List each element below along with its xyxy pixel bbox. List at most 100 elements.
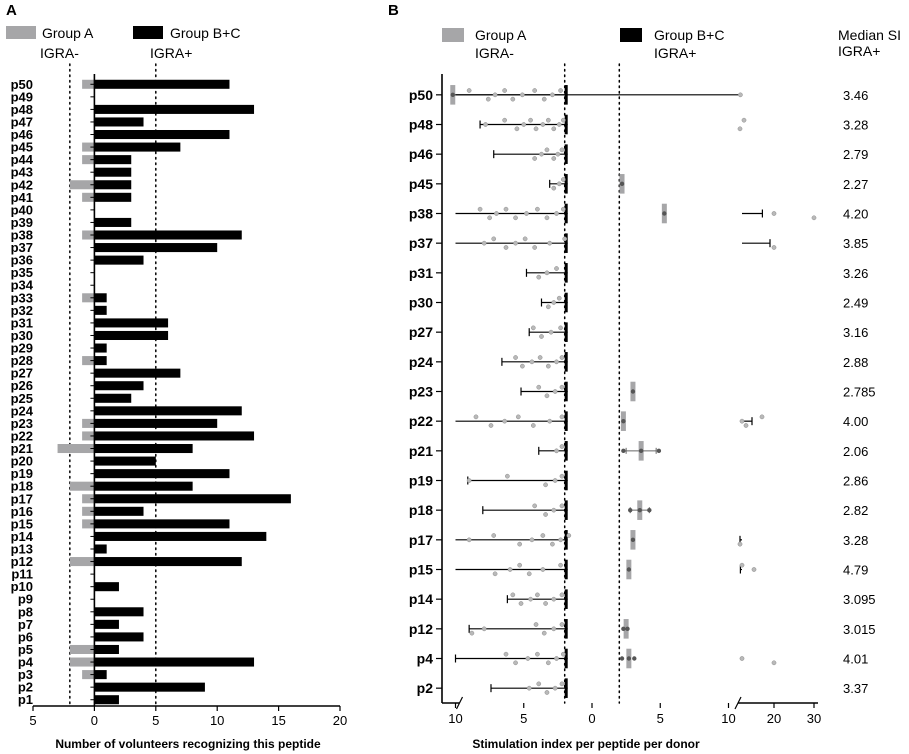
bc-point-p21-0 [559,444,565,449]
bar-group-bc-p18 [94,481,193,491]
bc-point-p12-2 [541,630,547,636]
y-tick-label-p40: p40 [11,202,33,217]
bc-point-p12-5 [469,630,475,636]
bc-point-p38-0 [560,206,566,212]
bc-point-p15-4 [507,567,513,572]
legend-b-group-bc-label: Group B+C [654,27,724,43]
bc-point-p4-5 [513,660,518,666]
bc-point-p14-5 [518,601,524,606]
panel-b-x-ticks: 10 5 0 5 10 20 30 [448,703,821,726]
row-p18: p18 2.82 [409,500,868,520]
y-tick-label-p41: p41 [11,190,33,205]
y-tick-label-p30: p30 [11,328,33,343]
median-value-p18: 2.82 [843,503,868,518]
bc-point-p48-11 [737,126,743,132]
bar-group-a-p45 [82,142,95,152]
bc-point-p31-1 [544,270,550,276]
y-tick-label-p17: p17 [11,491,33,506]
bc-point-p48-0 [560,117,566,123]
bar-group-a-p15 [82,519,95,529]
y-tick-label-p46: p46 [11,127,33,142]
bar-group-a-p23 [82,418,95,428]
bc-point-p18-0 [559,503,565,509]
row-label-p18: p18 [409,502,433,518]
bc-point-p45-2 [551,185,557,191]
panel-a-bars [57,79,291,705]
bc-point-p46-2 [551,156,557,161]
y-tick-label-p25: p25 [11,391,33,406]
bc-point-p50-10 [738,92,743,98]
bc-point-p17-1 [558,537,563,543]
bc-point-p50-2 [541,96,547,102]
median-value-p30: 2.49 [843,296,868,311]
bc-point-p30-0 [556,295,562,301]
row-p48: p48 3.28 [409,114,868,135]
y-tick-label-p9: p9 [18,592,33,607]
row-label-p46: p46 [409,146,433,162]
bc-point-p4-0 [560,651,566,657]
row-label-p45: p45 [409,176,433,192]
bc-point-p15-2 [526,571,532,577]
a-point-p22-0 [621,418,626,424]
bc-point-p38-5 [513,215,518,221]
row-p23: p23 2.785 [409,381,876,402]
bc-point-p48-8 [514,126,520,132]
bc-point-p2-3 [536,681,542,687]
bc-point-p37-3 [522,236,528,242]
bar-group-a-p21 [57,443,95,454]
median-value-p22: 4.00 [843,414,868,429]
bc-point-p2-0 [559,681,565,687]
bc-point-p18-3 [532,503,538,509]
bar-group-a-p44 [82,155,95,165]
a-point-p15-0 [626,567,632,572]
legend-b-group-a-swatch [442,28,464,42]
bar-group-a-p12 [69,557,95,567]
bar-group-bc-p26 [94,381,144,391]
panel-b: B Group A Group B+C IGRA- IGRA+ Median S… [388,2,901,751]
y-tick-label-p27: p27 [11,366,33,381]
bc-point-p45-1 [556,181,562,187]
bar-group-bc-p14 [94,531,267,541]
y-tick-label-p45: p45 [11,140,33,155]
x-tick-label-left-3: 5 [520,711,527,726]
bc-point-p14-3 [535,592,540,598]
y-tick-label-p33: p33 [11,290,33,305]
bar-group-bc-p20 [94,456,156,466]
bc-point-p17-8 [737,541,743,547]
median-value-p24: 2.88 [843,355,868,370]
row-p46: p46 2.79 [409,144,868,164]
bc-point-p48-3 [545,117,551,123]
bc-point-p12-1 [551,626,557,632]
y-tick-label-p1: p1 [18,692,33,707]
bc-point-p4-1 [554,656,559,661]
bar-group-bc-p13 [94,544,107,554]
bc-point-p50-3 [532,88,538,93]
panel-a-igra-pos-label: IGRA+ [150,45,192,61]
bc-point-p50-9 [466,88,472,93]
y-tick-label-p4: p4 [18,655,34,670]
a-point-p4-2 [619,656,625,661]
bc-point-p22-6 [473,414,479,420]
bc-point-p17-5 [517,541,523,547]
bc-point-p37-2 [532,245,538,250]
a-point-p21-2 [621,448,626,454]
a-point-p4-1 [626,656,632,661]
bc-point-p48-6 [528,117,533,123]
bar-group-bc-p7 [94,619,119,629]
x-tick-label-left-1: 5 [657,711,664,726]
a-point-p45-0 [619,181,625,187]
panel-a-igra-neg-label: IGRA- [40,45,79,61]
row-p2: p2 3.37 [417,678,868,698]
bc-point-p24-3 [537,355,543,360]
a-point-p38-0 [662,211,667,216]
bc-point-p12-3 [533,622,539,627]
bar-group-a-p38 [82,230,95,240]
row-p24: p24 2.88 [409,352,868,372]
row-label-p21: p21 [409,443,433,459]
y-tick-label-p14: p14 [11,529,34,544]
bc-point-p38-9 [477,206,483,212]
bc-point-p19-2 [543,482,548,488]
a-point-p18-0 [647,507,652,513]
bar-group-bc-p1 [94,695,119,705]
